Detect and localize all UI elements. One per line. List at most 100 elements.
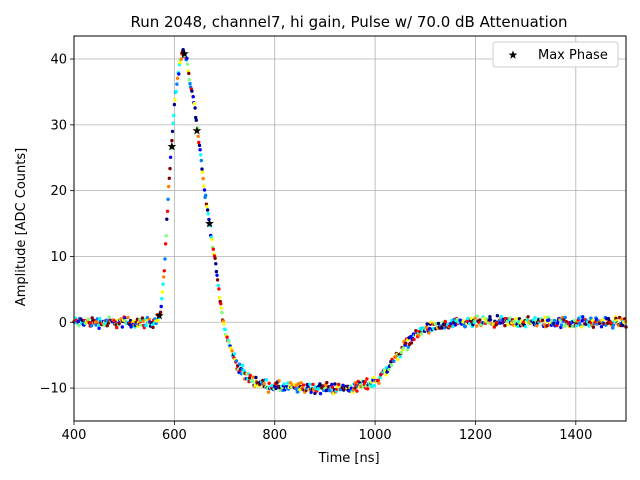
legend-label-max-phase: Max Phase [538, 48, 608, 63]
data-point [478, 318, 482, 322]
data-point [363, 380, 367, 384]
data-point [347, 389, 352, 393]
data-point [138, 323, 143, 327]
data-point [526, 315, 530, 319]
data-point [222, 322, 226, 326]
x-tick-label: 1000 [359, 428, 392, 443]
data-point [372, 375, 376, 380]
data-point [159, 304, 163, 309]
data-point [221, 319, 225, 323]
data-point [443, 319, 447, 324]
data-point [170, 129, 175, 134]
data-point [318, 391, 323, 396]
data-point [168, 166, 172, 171]
plot-area [72, 35, 628, 422]
max-phase-star [192, 126, 202, 135]
data-point [355, 389, 359, 393]
data-point [241, 363, 245, 368]
data-point [210, 237, 214, 242]
y-tick-label: 10 [50, 250, 67, 265]
data-point [97, 326, 101, 330]
data-point [591, 325, 596, 329]
data-point [147, 317, 151, 321]
data-point [254, 375, 258, 380]
data-point [311, 382, 315, 387]
data-point [337, 382, 341, 387]
data-point [86, 317, 91, 321]
data-point [294, 387, 298, 391]
data-point [264, 378, 269, 382]
data-point [215, 278, 220, 282]
data-point [227, 340, 231, 344]
data-point [335, 387, 339, 391]
data-point [599, 325, 604, 329]
data-point [161, 282, 165, 286]
data-point [288, 381, 293, 385]
data-point [353, 386, 357, 390]
data-point [299, 381, 303, 385]
data-point [495, 314, 500, 318]
data-point [204, 193, 208, 197]
data-point [404, 341, 408, 345]
scatter-points [72, 48, 628, 396]
data-point [242, 368, 246, 373]
max-phase-star [167, 141, 177, 151]
data-point [199, 153, 203, 157]
data-point [197, 143, 202, 148]
data-point [187, 71, 191, 76]
data-point [205, 208, 210, 212]
data-point [572, 318, 577, 323]
data-point [406, 345, 410, 349]
data-point [330, 385, 335, 389]
data-point [174, 89, 178, 94]
data-point [398, 355, 402, 359]
data-point [309, 390, 313, 394]
data-point [328, 389, 332, 393]
data-point [104, 318, 109, 322]
data-point [453, 323, 458, 327]
y-tick-label: 20 [50, 184, 67, 199]
data-point [419, 332, 424, 336]
data-point [396, 357, 400, 362]
data-point [611, 326, 615, 330]
data-point [90, 316, 94, 320]
data-point [202, 188, 207, 192]
y-tick-label: 40 [50, 53, 67, 68]
data-point [251, 380, 255, 384]
max-phase-star [180, 49, 189, 58]
x-tick-label: 1200 [459, 428, 492, 443]
data-point [120, 325, 125, 329]
data-point [114, 323, 118, 327]
data-point [115, 325, 119, 330]
data-point [316, 386, 321, 391]
y-tick-label: 30 [50, 118, 67, 133]
y-tick-label: −10 [40, 382, 67, 397]
data-point [508, 316, 512, 320]
data-point [270, 384, 274, 388]
data-point [251, 375, 256, 379]
data-point [234, 359, 239, 363]
data-point [214, 269, 219, 274]
data-point [175, 76, 180, 81]
data-point [96, 323, 101, 327]
data-point [232, 352, 237, 356]
data-point [76, 319, 81, 324]
data-point [313, 391, 317, 396]
data-point [621, 323, 625, 328]
data-point [237, 362, 242, 366]
data-point [559, 323, 564, 327]
data-point [216, 283, 220, 288]
plot-frame [73, 35, 627, 422]
data-point [188, 81, 192, 86]
max-phase-star [154, 311, 164, 320]
data-point [168, 155, 173, 159]
data-point [469, 316, 473, 321]
data-point [163, 257, 167, 261]
data-point [543, 315, 547, 319]
data-point [223, 327, 227, 332]
data-point [266, 390, 271, 394]
data-point [141, 319, 145, 323]
data-point [162, 275, 166, 279]
data-point [160, 296, 164, 301]
data-point [325, 380, 329, 385]
